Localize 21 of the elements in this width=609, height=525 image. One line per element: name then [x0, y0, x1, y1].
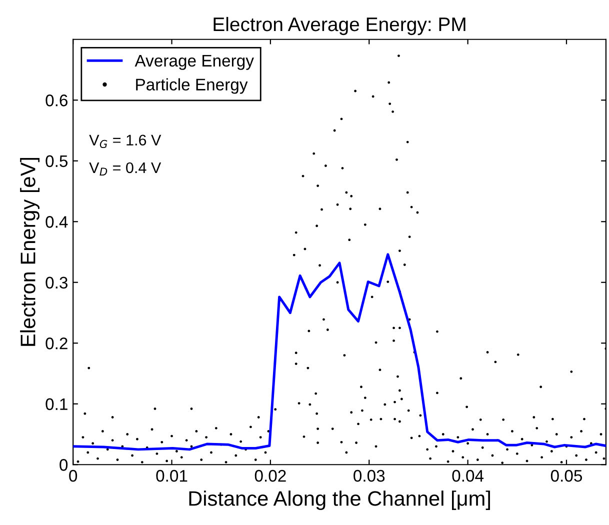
y-tick-label: 0.3 — [46, 276, 68, 289]
annotation: V$_{D}$ = 0.4 V — [89, 162, 162, 176]
x-tick-label: 0.05 — [550, 470, 582, 482]
x-tick-label: 0.03 — [354, 470, 385, 482]
x-tick-label: 0.02 — [254, 470, 286, 482]
x-tick-label: 0.04 — [452, 470, 484, 482]
x-tick-label: 0 — [69, 470, 78, 482]
y-tick-label: 0.5 — [46, 155, 68, 168]
y-axis-title: Electron Energy [eV] — [20, 158, 40, 346]
x-axis-title: Distance Along the Channel [μm] — [189, 490, 490, 510]
chart-title: Electron Average Energy: PM — [214, 16, 466, 36]
line-series — [73, 253, 606, 451]
legend-label: Average Energy — [134, 54, 254, 70]
y-tick-label: 0.4 — [46, 216, 68, 228]
x-tick-label: 0.01 — [156, 470, 188, 482]
annotation: V$_{G}$ = 1.6 V — [89, 134, 162, 148]
y-tick-label: 0.2 — [46, 338, 68, 350]
y-tick-label: 0.6 — [46, 94, 68, 106]
y-tick-label: 0 — [60, 459, 68, 471]
y-tick-label: 0.1 — [46, 398, 68, 410]
legend-label: Particle Energy — [136, 78, 248, 94]
